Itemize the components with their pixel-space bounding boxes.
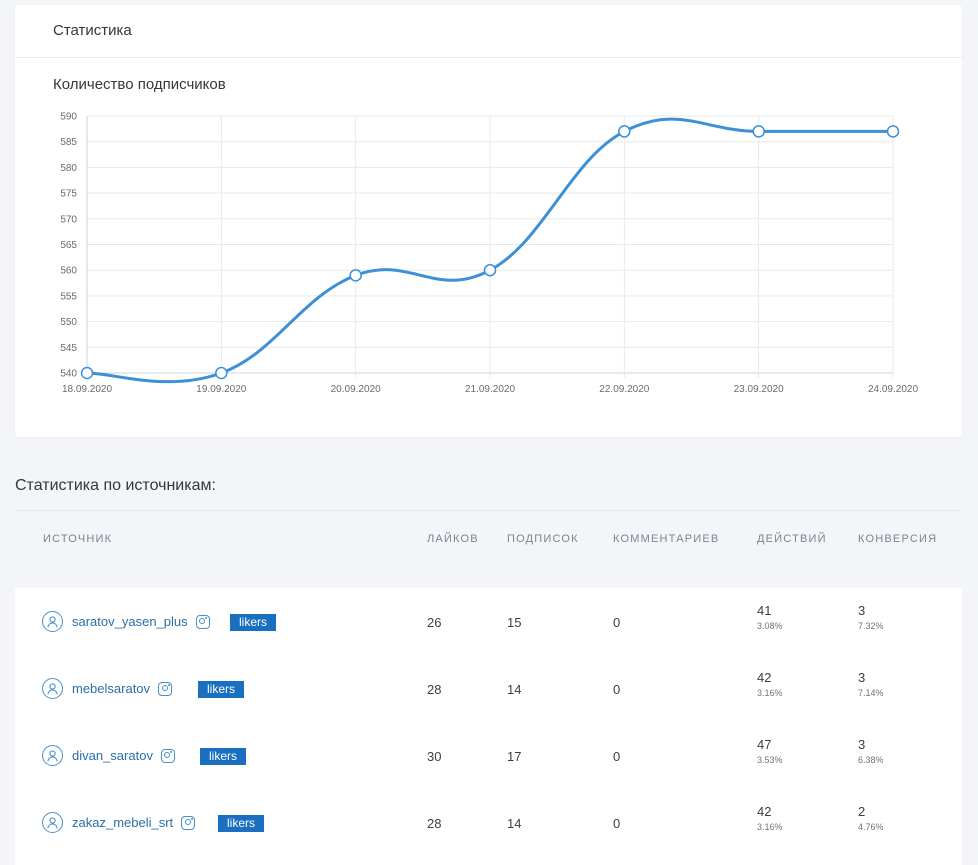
x-tick-label: 20.09.2020 (331, 384, 381, 395)
table-row: zakaz_mebeli_srt likers 28 14 0 42 3.16%… (15, 789, 962, 856)
likes-value: 28 (427, 816, 442, 831)
source-cell: divan_saratov (42, 745, 175, 766)
conversion-percent: 7.32% (858, 621, 884, 631)
col-subscriptions[interactable]: ПОДПИСОК (507, 533, 579, 545)
col-conversion[interactable]: КОНВЕРСИЯ (858, 533, 938, 545)
data-point (80, 366, 94, 380)
col-actions[interactable]: ДЕЙСТВИЙ (757, 533, 827, 545)
actions-value: 42 (757, 670, 772, 685)
data-point (886, 125, 900, 138)
x-tick-label: 24.09.2020 (868, 384, 918, 395)
source-cell: mebelsaratov (42, 678, 173, 699)
y-tick-label: 580 (60, 163, 77, 174)
instagram-icon[interactable] (158, 681, 173, 696)
data-point (215, 366, 228, 380)
source-cell: saratov_yasen_plus (42, 611, 210, 632)
comments-value: 0 (613, 749, 621, 764)
instagram-icon[interactable] (160, 748, 175, 763)
conversion-percent: 6.38% (858, 755, 884, 765)
actions-cell: 41 3.08% (757, 603, 783, 631)
source-type-badge: likers (218, 815, 265, 832)
source-cell: zakaz_mebeli_srt (42, 812, 196, 833)
y-tick-label: 570 (60, 214, 77, 225)
table-header: ИСТОЧНИК ЛАЙКОВ ПОДПИСОК КОММЕНТАРИЕВ ДЕ… (15, 511, 962, 587)
data-point (752, 125, 765, 138)
x-tick-label: 21.09.2020 (465, 384, 515, 395)
col-likes[interactable]: ЛАЙКОВ (427, 533, 479, 545)
table-body: saratov_yasen_plus likers 26 15 0 41 3.0… (15, 588, 962, 865)
actions-percent: 3.16% (757, 822, 783, 832)
conversion-cell: 2 4.76% (858, 804, 884, 832)
actions-percent: 3.53% (757, 755, 783, 765)
col-comments[interactable]: КОММЕНТАРИЕВ (613, 533, 720, 545)
y-tick-label: 550 (60, 317, 77, 328)
subscribers-chart: 540 545 550 555 560 565 570 575 580 585 590 18.09.2… (60, 112, 918, 396)
y-tick-label: 545 (60, 343, 77, 354)
y-tick-label: 585 (60, 137, 77, 148)
conversion-percent: 4.76% (858, 822, 884, 832)
user-icon (42, 611, 63, 632)
data-point (349, 269, 362, 282)
x-tick-label: 22.09.2020 (599, 384, 649, 395)
user-icon (42, 812, 63, 833)
actions-value: 42 (757, 804, 772, 819)
chart-title: Количество подписчиков (53, 76, 226, 93)
conversion-value: 3 (858, 603, 866, 618)
subscriptions-value: 14 (507, 816, 522, 831)
conversion-value: 3 (858, 737, 866, 752)
actions-cell: 47 3.53% (757, 737, 783, 765)
comments-value: 0 (613, 682, 621, 697)
y-tick-label: 575 (60, 189, 77, 200)
comments-value: 0 (613, 615, 621, 630)
statistics-card: Статистика Количество подписчиков 540 545… (15, 5, 962, 437)
conversion-percent: 7.14% (858, 688, 884, 698)
subscriptions-value: 17 (507, 749, 522, 764)
x-tick-label: 18.09.2020 (62, 384, 112, 395)
actions-percent: 3.08% (757, 621, 783, 631)
table-row: divan_saratov likers 30 17 0 47 3.53% 3 … (15, 722, 962, 789)
actions-value: 41 (757, 603, 772, 618)
conversion-cell: 3 7.32% (858, 603, 884, 631)
source-link[interactable]: mebelsaratov (72, 681, 151, 696)
data-point (618, 125, 631, 138)
conversion-value: 3 (858, 670, 866, 685)
y-tick-label: 555 (60, 291, 77, 302)
x-tick-label: 19.09.2020 (196, 384, 246, 395)
likes-value: 28 (427, 682, 442, 697)
comments-value: 0 (613, 816, 621, 831)
x-tick-label: 23.09.2020 (734, 384, 784, 395)
sources-table: ИСТОЧНИК ЛАЙКОВ ПОДПИСОК КОММЕНТАРИЕВ ДЕ… (15, 510, 962, 865)
actions-cell: 42 3.16% (757, 804, 783, 832)
actions-cell: 42 3.16% (757, 670, 783, 698)
table-row: saratov_yasen_plus likers 26 15 0 41 3.0… (15, 588, 962, 655)
instagram-icon[interactable] (181, 815, 196, 830)
source-type-badge: likers (198, 681, 245, 698)
y-tick-label: 540 (60, 369, 77, 380)
instagram-icon[interactable] (195, 614, 210, 629)
likes-value: 26 (427, 615, 442, 630)
data-point (483, 263, 497, 277)
y-tick-label: 590 (60, 112, 77, 123)
y-tick-label: 565 (60, 240, 77, 251)
source-link[interactable]: saratov_yasen_plus (72, 614, 188, 629)
source-type-badge: likers (230, 614, 277, 631)
subscriptions-value: 14 (507, 682, 522, 697)
card-header-title: Статистика (15, 5, 962, 58)
actions-value: 47 (757, 737, 772, 752)
conversion-cell: 3 7.14% (858, 670, 884, 698)
col-source[interactable]: ИСТОЧНИК (43, 533, 113, 545)
y-tick-label: 560 (60, 266, 77, 277)
user-icon (42, 745, 63, 766)
likes-value: 30 (427, 749, 442, 764)
source-link[interactable]: divan_saratov (72, 748, 153, 763)
table-row: mebelsaratov likers 28 14 0 42 3.16% 3 7… (15, 655, 962, 722)
user-icon (42, 678, 63, 699)
conversion-cell: 3 6.38% (858, 737, 884, 765)
source-type-badge: likers (200, 748, 247, 765)
actions-percent: 3.16% (757, 688, 783, 698)
subscriptions-value: 15 (507, 615, 522, 630)
source-link[interactable]: zakaz_mebeli_srt (72, 815, 174, 830)
conversion-value: 2 (858, 804, 866, 819)
sources-section-title: Статистика по источникам: (15, 477, 216, 494)
